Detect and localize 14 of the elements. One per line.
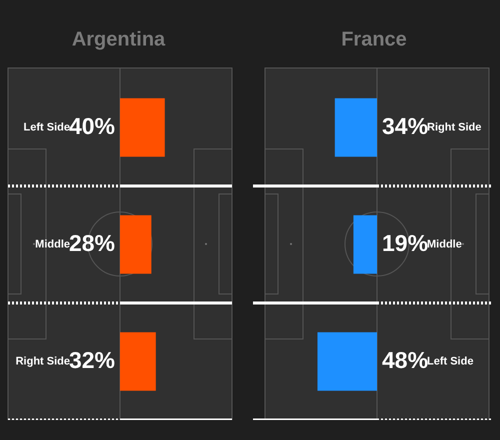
y-tick-label: Middle bbox=[427, 238, 462, 251]
chart-title: France bbox=[341, 28, 407, 51]
y-tick-label: Right Side bbox=[427, 122, 482, 134]
y-tick-label: Left Side bbox=[427, 356, 474, 368]
data-label: 19% bbox=[382, 230, 428, 256]
data-label: 34% bbox=[382, 112, 428, 139]
data-label: 48% bbox=[382, 346, 428, 373]
chart-title: Argentina bbox=[72, 28, 166, 51]
y-tick-label: Right Side bbox=[16, 356, 70, 368]
data-label: 28% bbox=[68, 230, 115, 256]
data-label: 40% bbox=[68, 112, 115, 139]
y-tick-label: Left Side bbox=[24, 122, 70, 134]
y-tick-label: Middle bbox=[35, 238, 70, 251]
data-label: 32% bbox=[68, 346, 115, 373]
